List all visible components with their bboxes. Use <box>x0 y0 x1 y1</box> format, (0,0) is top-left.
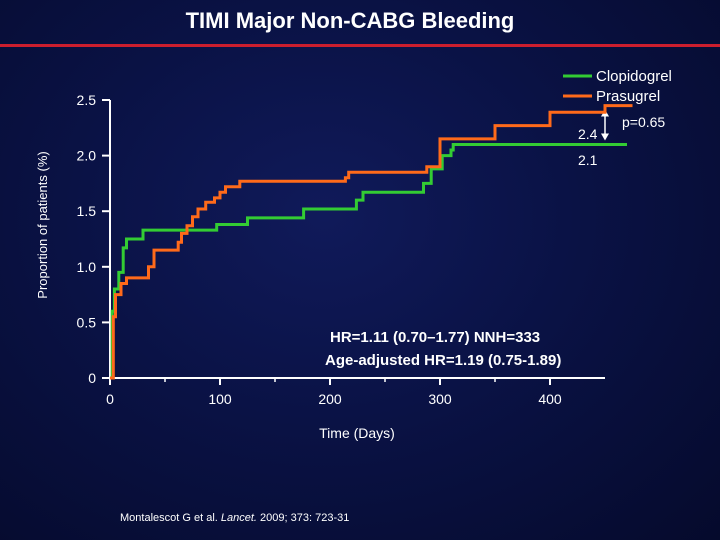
y-tick-label: 0 <box>88 370 96 386</box>
y-tick-label: 2.0 <box>77 148 97 164</box>
y-tick-label: 2.5 <box>77 92 97 108</box>
hr-annotation: HR=1.11 (0.70–1.77) NNH=333 <box>330 329 540 346</box>
x-tick-label: 0 <box>106 391 114 407</box>
end-label-prasugrel: 2.4 <box>578 126 598 142</box>
legend-label-clopidogrel: Clopidogrel <box>596 68 672 85</box>
axes: 0 0.5 1.0 1.5 2.0 2.5 0 100 200 300 400 <box>77 92 609 407</box>
y-tick-label: 0.5 <box>77 314 97 330</box>
citation: Montalescot G et al. Lancet. 2009; 373: … <box>120 512 349 524</box>
y-tick-label: 1.5 <box>77 203 97 219</box>
citation-authors: Montalescot G et al. <box>120 512 221 524</box>
x-tick-label: 100 <box>208 391 232 407</box>
age-adjusted-annotation: Age-adjusted HR=1.19 (0.75-1.89) <box>325 352 561 369</box>
x-tick-label: 300 <box>428 391 452 407</box>
difference-arrow-head-down <box>601 133 609 141</box>
series-line-clopidogrel <box>110 143 627 380</box>
series-line-prasugrel <box>110 104 633 380</box>
x-tick-label: 200 <box>318 391 342 407</box>
y-axis-label: Proportion of patients (%) <box>35 151 50 298</box>
legend: Clopidogrel Prasugrel <box>563 68 672 105</box>
p-value-label: p=0.65 <box>622 114 665 130</box>
legend-label-prasugrel: Prasugrel <box>596 88 660 105</box>
x-axis-label: Time (Days) <box>319 425 395 441</box>
citation-journal: Lancet. <box>220 512 257 524</box>
end-label-clopidogrel: 2.1 <box>578 152 598 168</box>
chart-title: TIMI Major Non-CABG Bleeding <box>185 8 515 33</box>
citation-ref: 2009; 373: 723-31 <box>256 512 350 524</box>
x-tick-label: 400 <box>538 391 562 407</box>
series-layer <box>110 104 633 380</box>
title-divider <box>0 44 720 47</box>
y-tick-label: 1.0 <box>77 259 97 275</box>
